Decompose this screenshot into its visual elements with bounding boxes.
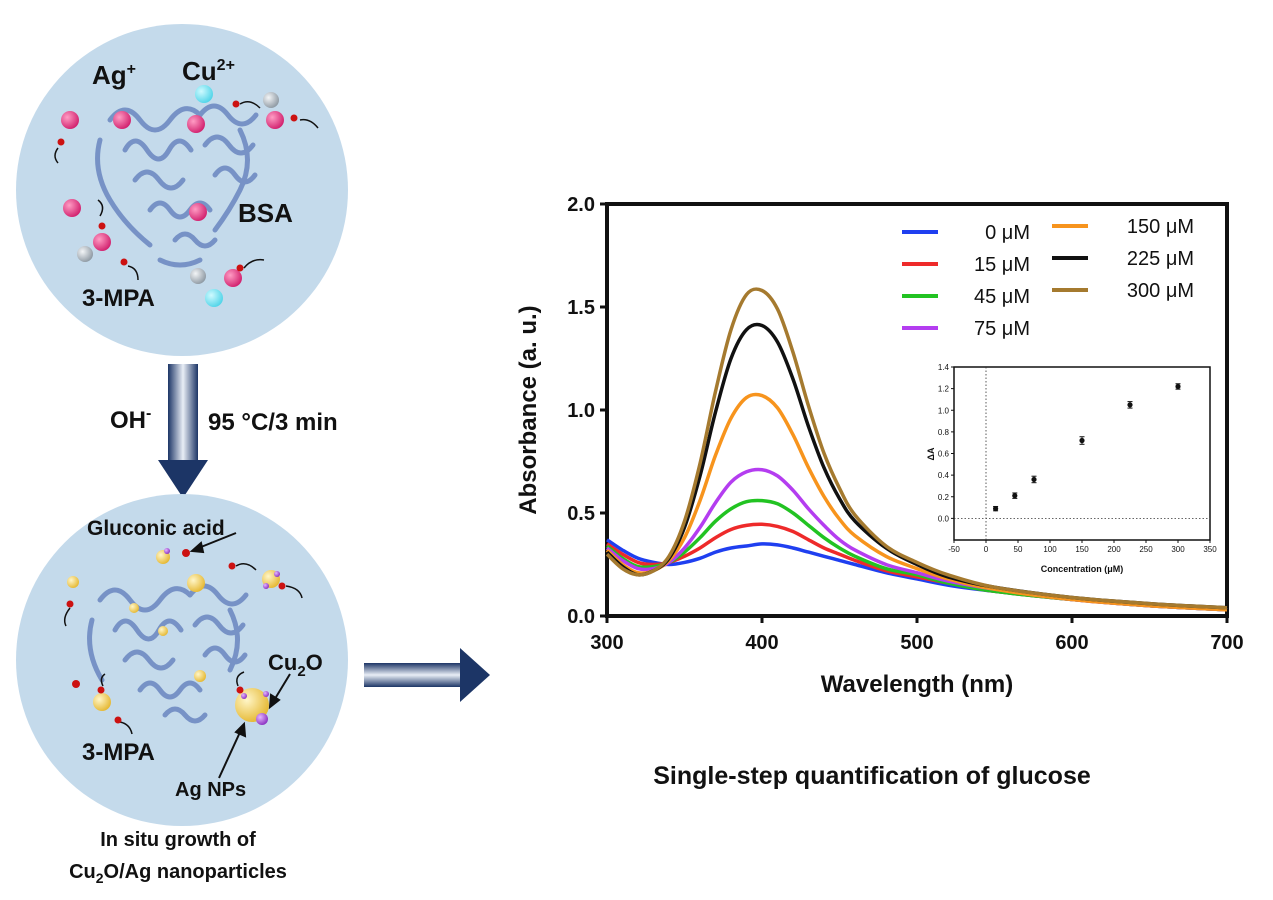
cu2o-label: Cu2O <box>268 650 323 680</box>
down-arrow-icon <box>158 364 208 498</box>
inset-y-tick-label: 1.4 <box>938 363 950 372</box>
precursor-circle: Ag+ Cu2+ BSA 3-MPA <box>16 24 348 356</box>
pointer-arrows <box>189 532 291 779</box>
caption-right: Single-step quantification of glucose <box>653 762 1091 790</box>
bsa-protein-icon <box>95 103 259 268</box>
nanoparticle-circle: Gluconic acid Cu2O 3-MPA Ag NPs <box>16 494 348 826</box>
inset-data-point <box>1012 493 1018 499</box>
right-arrow-icon <box>364 648 490 702</box>
legend-label: 150 μM <box>1127 216 1194 238</box>
inset-x-tick-label: -50 <box>948 545 960 554</box>
inset-data-point <box>1175 383 1181 390</box>
gluconic-acid-label: Gluconic acid <box>87 517 225 540</box>
ligand-heads-bottom <box>66 562 286 724</box>
inset-x-tick-label: 250 <box>1139 545 1153 554</box>
legend-label: 300 μM <box>1127 280 1194 302</box>
main-x-tick-label: 400 <box>745 632 778 654</box>
condition-label: 95 °C/3 min <box>208 409 338 436</box>
caption-left-line2: Cu2O/Ag nanoparticles <box>69 861 287 886</box>
inset-y-tick-label: 0.8 <box>938 428 950 437</box>
series-line-6 <box>605 287 1228 610</box>
legend-label: 75 μM <box>974 318 1030 340</box>
ligand-heads <box>57 100 298 272</box>
main-y-tick-label: 0.5 <box>567 503 595 525</box>
ag-ion-label: Ag+ <box>92 60 136 90</box>
inset-y-tick-label: 0.2 <box>938 493 950 502</box>
inset-x-tick-label: 50 <box>1014 545 1023 554</box>
inset-data-point <box>1031 476 1037 483</box>
inset-data-point <box>993 506 999 512</box>
cu2o-particles <box>164 548 280 725</box>
inset-x-axis-label: Concentration (μM) <box>1041 564 1124 574</box>
bsa-protein-icon-bottom <box>87 583 249 724</box>
mpa-ligands-bottom <box>63 563 303 735</box>
legend-label: 0 μM <box>985 222 1030 244</box>
inset-y-axis-label: ΔA <box>926 447 936 460</box>
legend-label: 15 μM <box>974 254 1030 276</box>
legend-label: 45 μM <box>974 286 1030 308</box>
main-x-tick-label: 500 <box>900 632 933 654</box>
inset-frame <box>953 366 1211 541</box>
main-y-tick-label: 1.0 <box>567 400 595 422</box>
main-x-tick-label: 600 <box>1055 632 1088 654</box>
inset-y-tick-label: 1.2 <box>938 385 950 394</box>
inset-data-point <box>1127 402 1133 408</box>
calibration-inset: -50 0 50 100 150 200 250 300 350 0.0 0.2 0.4 0.6 0.8 1… <box>926 363 1217 574</box>
inset-x-tick-label: 200 <box>1107 545 1121 554</box>
main-y-tick-label: 1.5 <box>567 297 595 319</box>
main-y-axis-label: Absorbance (a. u.) <box>515 305 542 514</box>
inset-x-tick-label: 350 <box>1203 545 1217 554</box>
inset-x-tick-label: 100 <box>1043 545 1057 554</box>
inset-y-tick-label: 0.6 <box>938 450 950 459</box>
bsa-label: BSA <box>238 198 293 228</box>
inset-x-tick-label: 0 <box>984 545 989 554</box>
ion-spheres <box>61 85 284 307</box>
gluconic-molecules <box>72 549 190 688</box>
mpa-label-bottom: 3-MPA <box>82 739 155 766</box>
inset-y-tick-label: 0.0 <box>938 514 950 523</box>
reagent-label: OH- <box>110 405 151 434</box>
mpa-label-top: 3-MPA <box>82 285 155 312</box>
main-x-axis-label: Wavelength (nm) <box>821 671 1013 698</box>
inset-y-tick-label: 1.0 <box>938 406 950 415</box>
caption-left-line1: In situ growth of <box>100 829 256 851</box>
cu-ion-label: Cu2+ <box>182 56 235 86</box>
inset-y-tick-label: 0.4 <box>938 471 950 480</box>
inset-x-tick-label: 150 <box>1075 545 1089 554</box>
main-x-tick-label: 300 <box>590 632 623 654</box>
legend-label: 225 μM <box>1127 248 1194 270</box>
main-x-tick-label: 700 <box>1210 632 1243 654</box>
inset-data-point <box>1079 437 1085 444</box>
main-y-tick-label: 0.0 <box>567 606 595 628</box>
mpa-ligands <box>54 101 319 281</box>
ag-nps-label: Ag NPs <box>175 779 246 801</box>
inset-x-tick-label: 300 <box>1171 545 1185 554</box>
main-y-tick-label: 2.0 <box>567 194 595 216</box>
